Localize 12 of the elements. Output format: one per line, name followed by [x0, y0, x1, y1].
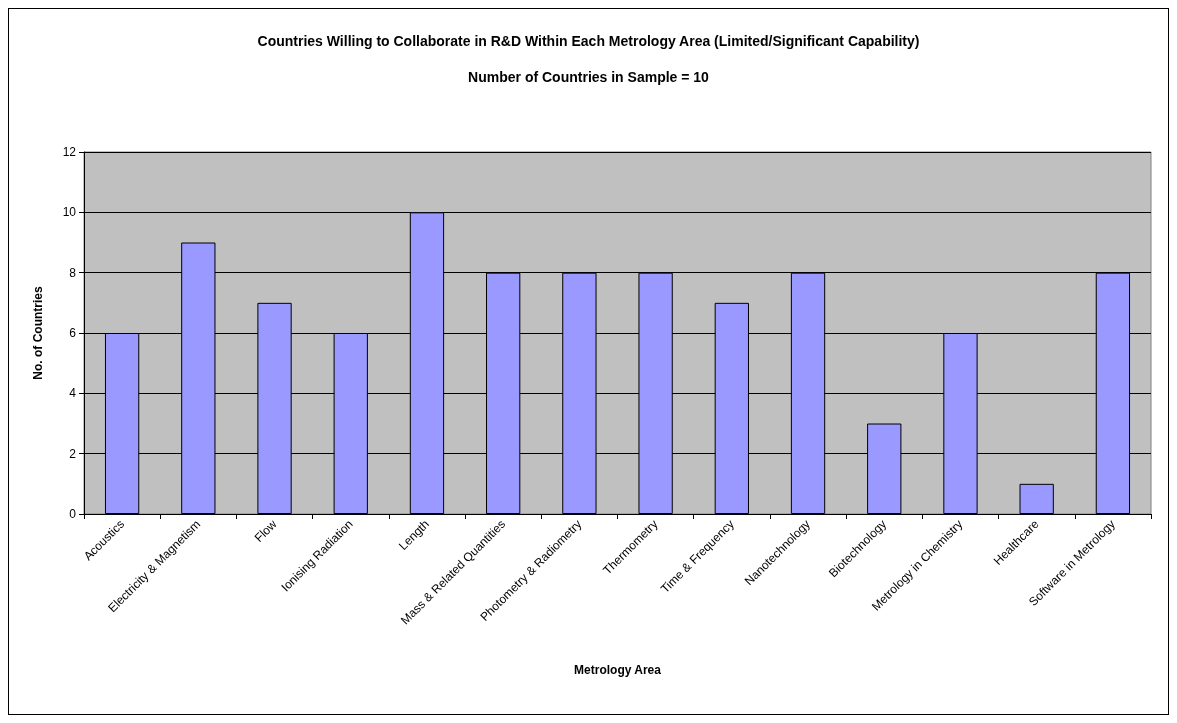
y-tick-label: 8: [69, 265, 77, 280]
bar: [1019, 483, 1054, 514]
y-tick-label: 4: [69, 386, 77, 401]
y-tick-label: 10: [62, 205, 77, 220]
y-tick-label: 6: [69, 326, 77, 340]
y-tick-label: 12: [62, 145, 77, 159]
y-tick-label: 0: [69, 507, 77, 521]
chart-subtitle: Number of Countries in Sample = 10: [468, 69, 710, 85]
x-axis-title: Metrology Area: [574, 663, 662, 677]
y-tick-label: 2: [69, 446, 77, 461]
y-axis-title: No. of Countries: [31, 286, 45, 380]
chart-title: Countries Willing to Collaborate in R&D Within Each Metrology Area (Limited/Significant Capability): [257, 33, 920, 49]
